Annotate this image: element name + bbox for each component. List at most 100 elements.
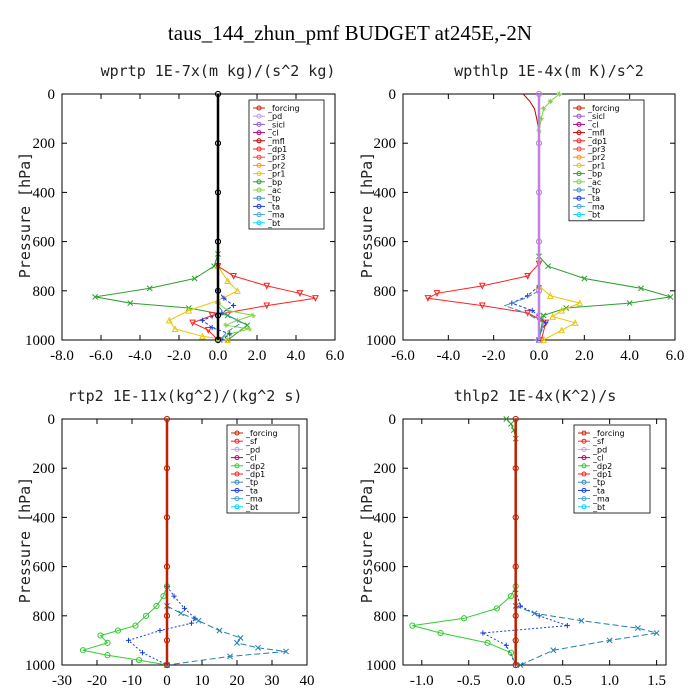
data-point <box>263 302 271 310</box>
data-point <box>246 326 252 332</box>
data-point <box>512 661 519 669</box>
plot-area-wpthlp: 0 200 400 600 800 1000-6.0 -4.0 -2.0 0.0 2.0 4.0 6.… <box>366 87 684 364</box>
legend-marker <box>234 504 240 510</box>
data-point <box>142 612 150 619</box>
series-line <box>217 305 243 341</box>
data-point <box>503 642 509 648</box>
panel-title: thlp2 1E-4x(K^2)/s <box>454 387 617 405</box>
data-point <box>571 319 579 326</box>
legend-marker <box>234 471 240 477</box>
legend-marker <box>576 121 582 127</box>
data-point <box>578 617 585 624</box>
legend-box <box>568 99 645 222</box>
data-point <box>543 320 549 326</box>
data-point <box>231 302 237 309</box>
series-ta <box>480 588 570 668</box>
data-point <box>433 290 441 297</box>
data-point <box>493 605 501 612</box>
data-point <box>478 302 486 310</box>
series-tp <box>164 603 289 668</box>
data-point <box>227 331 233 337</box>
legend-label: _pr3 <box>267 153 285 162</box>
legend-label: _bp <box>587 170 602 179</box>
legend-label: _pr1 <box>587 161 605 170</box>
x-tick-label: -2.0 <box>482 348 506 364</box>
data-point <box>114 627 122 634</box>
legend-marker <box>256 154 262 160</box>
series-line <box>505 418 517 439</box>
series-line <box>522 93 540 131</box>
series-forcing <box>512 415 519 669</box>
x-tick-label: 0.0 <box>530 348 549 364</box>
series-line <box>168 265 239 341</box>
data-point <box>104 652 111 659</box>
y-axis-label: Pressure [hPa] <box>16 152 34 278</box>
legend-marker <box>234 430 240 436</box>
series-line <box>166 605 287 666</box>
data-point <box>626 300 633 307</box>
data-point <box>181 605 188 612</box>
series-forcing <box>163 415 171 669</box>
series-line <box>538 93 560 131</box>
legend-marker <box>256 121 262 127</box>
legend-marker <box>234 463 240 469</box>
data-point <box>153 602 160 610</box>
legend-marker <box>581 471 587 477</box>
data-point <box>234 287 241 294</box>
series-line <box>481 591 568 666</box>
x-tick-label: 1.5 <box>647 673 666 689</box>
x-tick-label: -30 <box>52 673 72 689</box>
panel-wprtp: wprtp 1E-7x(m kg)/(s^2 kg) Pressure [hPa… <box>16 62 344 364</box>
legend-label: _bt <box>587 211 600 220</box>
data-point <box>163 661 171 669</box>
legend-label: _dp1 <box>587 137 607 146</box>
data-point <box>503 416 510 422</box>
series-line <box>201 290 235 341</box>
legend-label: _dp2 <box>245 462 265 471</box>
legend-marker <box>256 113 262 119</box>
data-point <box>540 312 547 319</box>
data-point <box>550 647 557 654</box>
legend-marker <box>576 130 582 136</box>
x-tick-label: 1.0 <box>600 673 619 689</box>
data-point <box>517 662 524 668</box>
legend-label: _sicl <box>587 112 605 121</box>
legend-marker <box>581 504 587 510</box>
series-dp1 <box>79 583 171 669</box>
legend-marker <box>576 113 582 119</box>
legend-marker <box>576 171 582 177</box>
x-tick-label: 0 <box>163 673 171 689</box>
legend-marker <box>256 105 262 111</box>
data-point <box>540 336 547 344</box>
legend-marker <box>256 130 262 136</box>
series-bp <box>536 253 674 343</box>
legend-marker <box>576 162 582 168</box>
panel-title: rtp2 1E-11x(kg^2)/(kg^2 s) <box>68 387 303 405</box>
data-point <box>535 238 543 245</box>
legend-label: _pd <box>245 445 260 454</box>
series-dp1 <box>424 260 550 344</box>
y-axis-label: Pressure [hPa] <box>358 477 376 603</box>
legend-label: _pr3 <box>587 145 605 154</box>
data-point <box>104 639 111 646</box>
legend-marker <box>581 487 587 493</box>
legend: _forcing_sf_pd_cl_dp2_dp1_tp_ta_ma_bt <box>573 424 651 514</box>
data-point <box>127 300 134 307</box>
x-tick-label: 4.0 <box>620 348 639 364</box>
y-tick-label: 400 <box>33 185 56 201</box>
legend-label: _ac <box>587 178 601 187</box>
series-tp <box>512 603 660 668</box>
data-point <box>221 295 227 301</box>
data-point <box>163 465 171 472</box>
data-point <box>576 299 584 307</box>
data-point <box>535 189 543 196</box>
legend-label: _sicl <box>267 120 285 129</box>
data-point <box>409 622 416 629</box>
series-line <box>503 290 545 341</box>
data-point <box>178 610 184 617</box>
y-tick-label: 1000 <box>25 333 55 349</box>
series-line <box>510 285 547 341</box>
data-point <box>638 285 644 292</box>
legend-label: _cl <box>592 454 604 463</box>
y-tick-label: 200 <box>374 136 397 152</box>
